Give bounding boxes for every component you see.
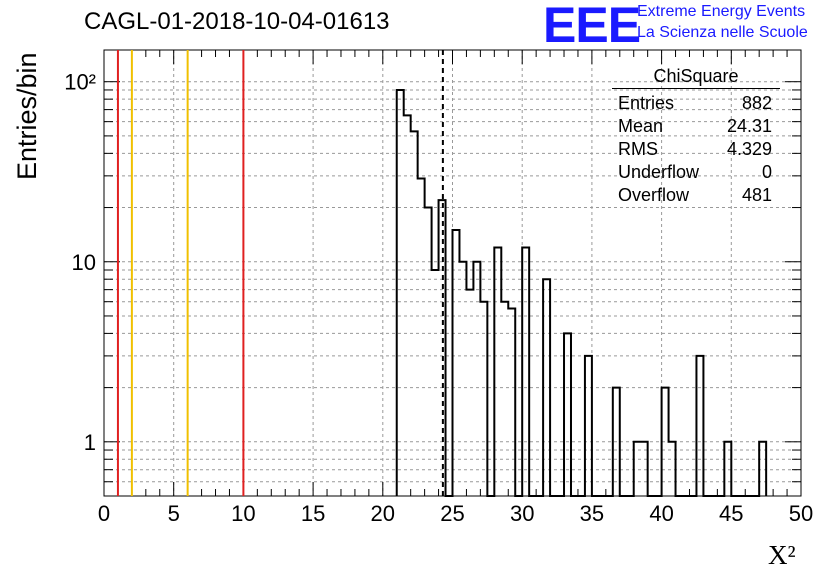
stats-row-mean: Mean 24.31 <box>612 115 780 138</box>
stats-row-underflow: Underflow 0 <box>612 161 780 184</box>
histogram-outline <box>395 88 768 497</box>
stats-row-overflow: Overflow 481 <box>612 184 780 207</box>
histogram-bin <box>585 356 592 496</box>
x-tick-label: 40 <box>649 501 673 526</box>
x-axis-label: X² <box>768 540 796 570</box>
y-tick-label: 10² <box>64 70 96 95</box>
x-tick-label: 10 <box>231 501 255 526</box>
y-tick-label: 1 <box>84 430 96 455</box>
histogram-bin <box>522 247 529 496</box>
stats-row-rms: RMS 4.329 <box>612 138 780 161</box>
x-tick-label: 20 <box>371 501 395 526</box>
histogram-bin <box>425 208 432 496</box>
histogram-bin <box>508 308 515 496</box>
x-tick-label: 50 <box>789 501 813 526</box>
stats-row-entries: Entries 882 <box>612 92 780 115</box>
stats-box: ChiSquare Entries 882 Mean 24.31 RMS 4.3… <box>612 66 780 207</box>
eee-logo: EEE <box>543 0 641 53</box>
histogram-bin <box>564 333 571 496</box>
logo-line-2: La Scienza nelle Scuole <box>637 24 808 41</box>
histogram-bin <box>501 302 508 496</box>
stats-label: Entries <box>618 93 675 113</box>
x-tick-label: 0 <box>98 501 110 526</box>
stats-label: Mean <box>618 116 664 136</box>
stats-value: 481 <box>741 185 772 205</box>
x-tick-label: 30 <box>510 501 534 526</box>
logo-line-1: Extreme Energy Events <box>637 3 806 20</box>
stats-label: Overflow <box>618 185 690 205</box>
x-tick-label: 5 <box>168 501 180 526</box>
stats-value: 24.31 <box>726 116 772 136</box>
x-tick-label: 25 <box>440 501 464 526</box>
stats-title: ChiSquare <box>612 66 780 89</box>
histogram-bin <box>432 270 439 496</box>
histogram-bin <box>696 356 703 496</box>
histogram-bin <box>459 262 466 496</box>
stats-label: RMS <box>618 139 658 159</box>
x-tick-label: 15 <box>301 501 325 526</box>
stats-label: Underflow <box>618 162 700 182</box>
stats-value: 882 <box>741 93 772 113</box>
histogram-bin <box>466 290 473 496</box>
stats-value: 0 <box>761 162 772 182</box>
histogram-bin <box>480 302 487 496</box>
x-tick-label: 45 <box>719 501 743 526</box>
histogram-bin <box>494 247 501 496</box>
y-tick-label: 10 <box>72 250 96 275</box>
x-tick-label: 35 <box>580 501 604 526</box>
stats-value: 4.329 <box>726 139 772 159</box>
histogram-bin <box>418 178 425 496</box>
histogram-bin <box>397 90 404 496</box>
histogram-bin <box>404 115 411 496</box>
chart-title: CAGL-01-2018-10-04-01613 <box>84 8 390 35</box>
histogram-bin <box>473 262 480 496</box>
